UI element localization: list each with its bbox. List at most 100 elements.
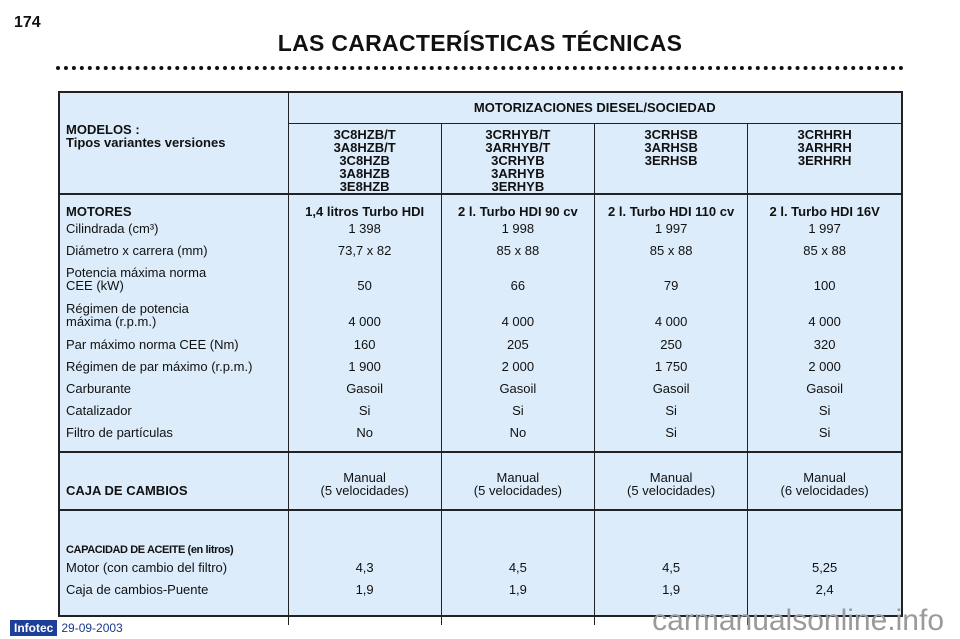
row-value: No: [440, 421, 595, 444]
variant-code: 3CRHYB/T: [485, 126, 551, 142]
group-header: MOTORIZACIONES DIESEL/SOCIEDAD: [287, 93, 901, 124]
row-value: 320: [747, 333, 901, 356]
row-label: Catalizador: [66, 402, 132, 418]
infotec-logo: Infotec: [10, 620, 58, 636]
row-label: Diámetro x carrera (mm): [66, 242, 208, 258]
row-value: [593, 443, 748, 452]
row-value: Si: [747, 421, 901, 444]
page-number: 174: [14, 14, 41, 31]
variant-code: 3ERHRH: [797, 152, 852, 168]
table-row: Carburante Gasoil Gasoil Gasoil Gasoil: [60, 377, 901, 400]
row-value: [747, 443, 901, 452]
row-label: Par máximo norma CEE (Nm): [66, 336, 239, 352]
row-value: 1 398: [287, 217, 442, 240]
row-value: 2 000: [440, 355, 595, 378]
variant-code: 3C8HZB: [339, 152, 390, 168]
row-label: Potencia máxima norma CEE (kW): [66, 264, 207, 293]
dotted-divider: [56, 66, 904, 70]
row-value: 100: [747, 261, 901, 298]
models-header: MODELOS : Tipos variantes versiones: [66, 121, 226, 150]
row-value: Manual (5 velocidades): [593, 450, 748, 510]
table-row: Régimen de potencia máxima (r.p.m.) 4 000 4…: [60, 297, 901, 334]
row-value: Gasoil: [440, 377, 595, 400]
variant-code: 3ARHYB/T: [485, 139, 551, 155]
row-value: 2,4: [747, 578, 901, 601]
row-value: 1 997: [593, 217, 748, 240]
row-value: 4,5: [440, 556, 595, 579]
watermark: carmanualsonline.info: [652, 604, 944, 637]
table-row: Catalizador Si Si Si Si: [60, 399, 901, 422]
table-row: Potencia máxima norma CEE (kW) 50 66 79 100: [60, 261, 901, 298]
row-value: [440, 443, 595, 452]
variant-code: 3E8HZB: [339, 178, 390, 194]
row-label: CAJA DE CAMBIOS: [60, 450, 288, 510]
row-value: Si: [593, 399, 748, 422]
row-value: 4 000: [287, 297, 442, 334]
variant-code: 3CRHYB: [491, 152, 545, 168]
row-label: Motor (con cambio del filtro): [66, 559, 228, 575]
row-value: Gasoil: [593, 377, 748, 400]
footer: Infotec 29-09-2003: [10, 620, 123, 636]
table-row: Motor (con cambio del filtro) 4,3 4,5 4,5 5,…: [60, 556, 901, 579]
row-label: MOTORES: [60, 192, 288, 218]
row-value: Si: [747, 399, 901, 422]
row-value: [593, 508, 748, 557]
row-value: [440, 600, 595, 625]
row-value: No: [287, 421, 442, 444]
row-value: 66: [440, 261, 595, 298]
row-value: [287, 508, 442, 557]
row-value: Si: [440, 399, 595, 422]
row-value: 79: [593, 261, 748, 298]
variant-code: 3ERHYB: [491, 178, 545, 194]
row-value: 4,5: [593, 556, 748, 579]
row-value: 1,9: [593, 578, 748, 601]
row-value: 85 x 88: [440, 239, 595, 262]
row-value: 1 750: [593, 355, 748, 378]
row-value: 4 000: [593, 297, 748, 334]
table-row: Caja de cambios-Puente 1,9 1,9 1,9 2,4: [60, 578, 901, 601]
variant-column: 3CRHSB 3ARHSB 3ERHSB: [593, 123, 748, 194]
row-value: [440, 508, 595, 557]
row-value: 1 997: [747, 217, 901, 240]
row-value: 250: [593, 333, 748, 356]
row-value: 85 x 88: [747, 239, 901, 262]
row-value: Si: [287, 399, 442, 422]
row-value: 1,9: [287, 578, 442, 601]
table-row: [60, 600, 901, 625]
variant-code: 3ARHSB: [644, 139, 698, 155]
table-row: Régimen de par máximo (r.p.m.) 1 900 2 000…: [60, 355, 901, 378]
row-value: [747, 600, 901, 625]
variant-code: 3ERHSB: [644, 152, 698, 168]
specs-table: MODELOS : Tipos variantes versiones MOTOR…: [58, 91, 903, 625]
variant-column: 3CRHRH 3ARHRH 3ERHRH: [747, 123, 901, 194]
footer-date: 29-09-2003: [61, 621, 123, 635]
table-row: Par máximo norma CEE (Nm) 160 205 250 320: [60, 333, 901, 356]
variant-code: 3A8HZB: [339, 165, 390, 181]
row-value: Manual (6 velocidades): [747, 450, 901, 510]
row-label: Régimen de potencia máxima (r.p.m.): [66, 300, 189, 329]
row-value: 4 000: [440, 297, 595, 334]
row-value: 1 900: [287, 355, 442, 378]
row-value: 1,4 litros Turbo HDI: [287, 192, 442, 218]
variant-code: 3ARHRH: [797, 139, 852, 155]
row-label: [60, 444, 288, 452]
variant-code: 3A8HZB/T: [333, 139, 396, 155]
table-row: Cilindrada (cm³) 1 398 1 998 1 997 1 997: [60, 217, 901, 240]
variant-code: 3ARHYB: [491, 165, 545, 181]
variant-code: 3CRHSB: [644, 126, 698, 142]
row-value: [287, 443, 442, 452]
row-value: 205: [440, 333, 595, 356]
row-label: Caja de cambios-Puente: [66, 581, 209, 597]
row-label: CAPACIDAD DE ACEITE (en litros): [60, 508, 288, 557]
row-value: 4 000: [747, 297, 901, 334]
table-row: Filtro de partículas No No Si Si: [60, 421, 901, 444]
row-value: 85 x 88: [593, 239, 748, 262]
table-row: CAPACIDAD DE ACEITE (en litros): [60, 508, 901, 557]
row-value: 2 l. Turbo HDI 16V: [747, 192, 901, 218]
row-value: 2 l. Turbo HDI 110 cv: [593, 192, 748, 218]
row-value: 1,9: [440, 578, 595, 601]
row-value: 73,7 x 82: [287, 239, 442, 262]
variant-column: 3CRHYB/T 3ARHYB/T 3CRHYB 3ARHYB 3ERHYB: [440, 123, 595, 194]
row-value: 1 998: [440, 217, 595, 240]
row-value: 50: [287, 261, 442, 298]
